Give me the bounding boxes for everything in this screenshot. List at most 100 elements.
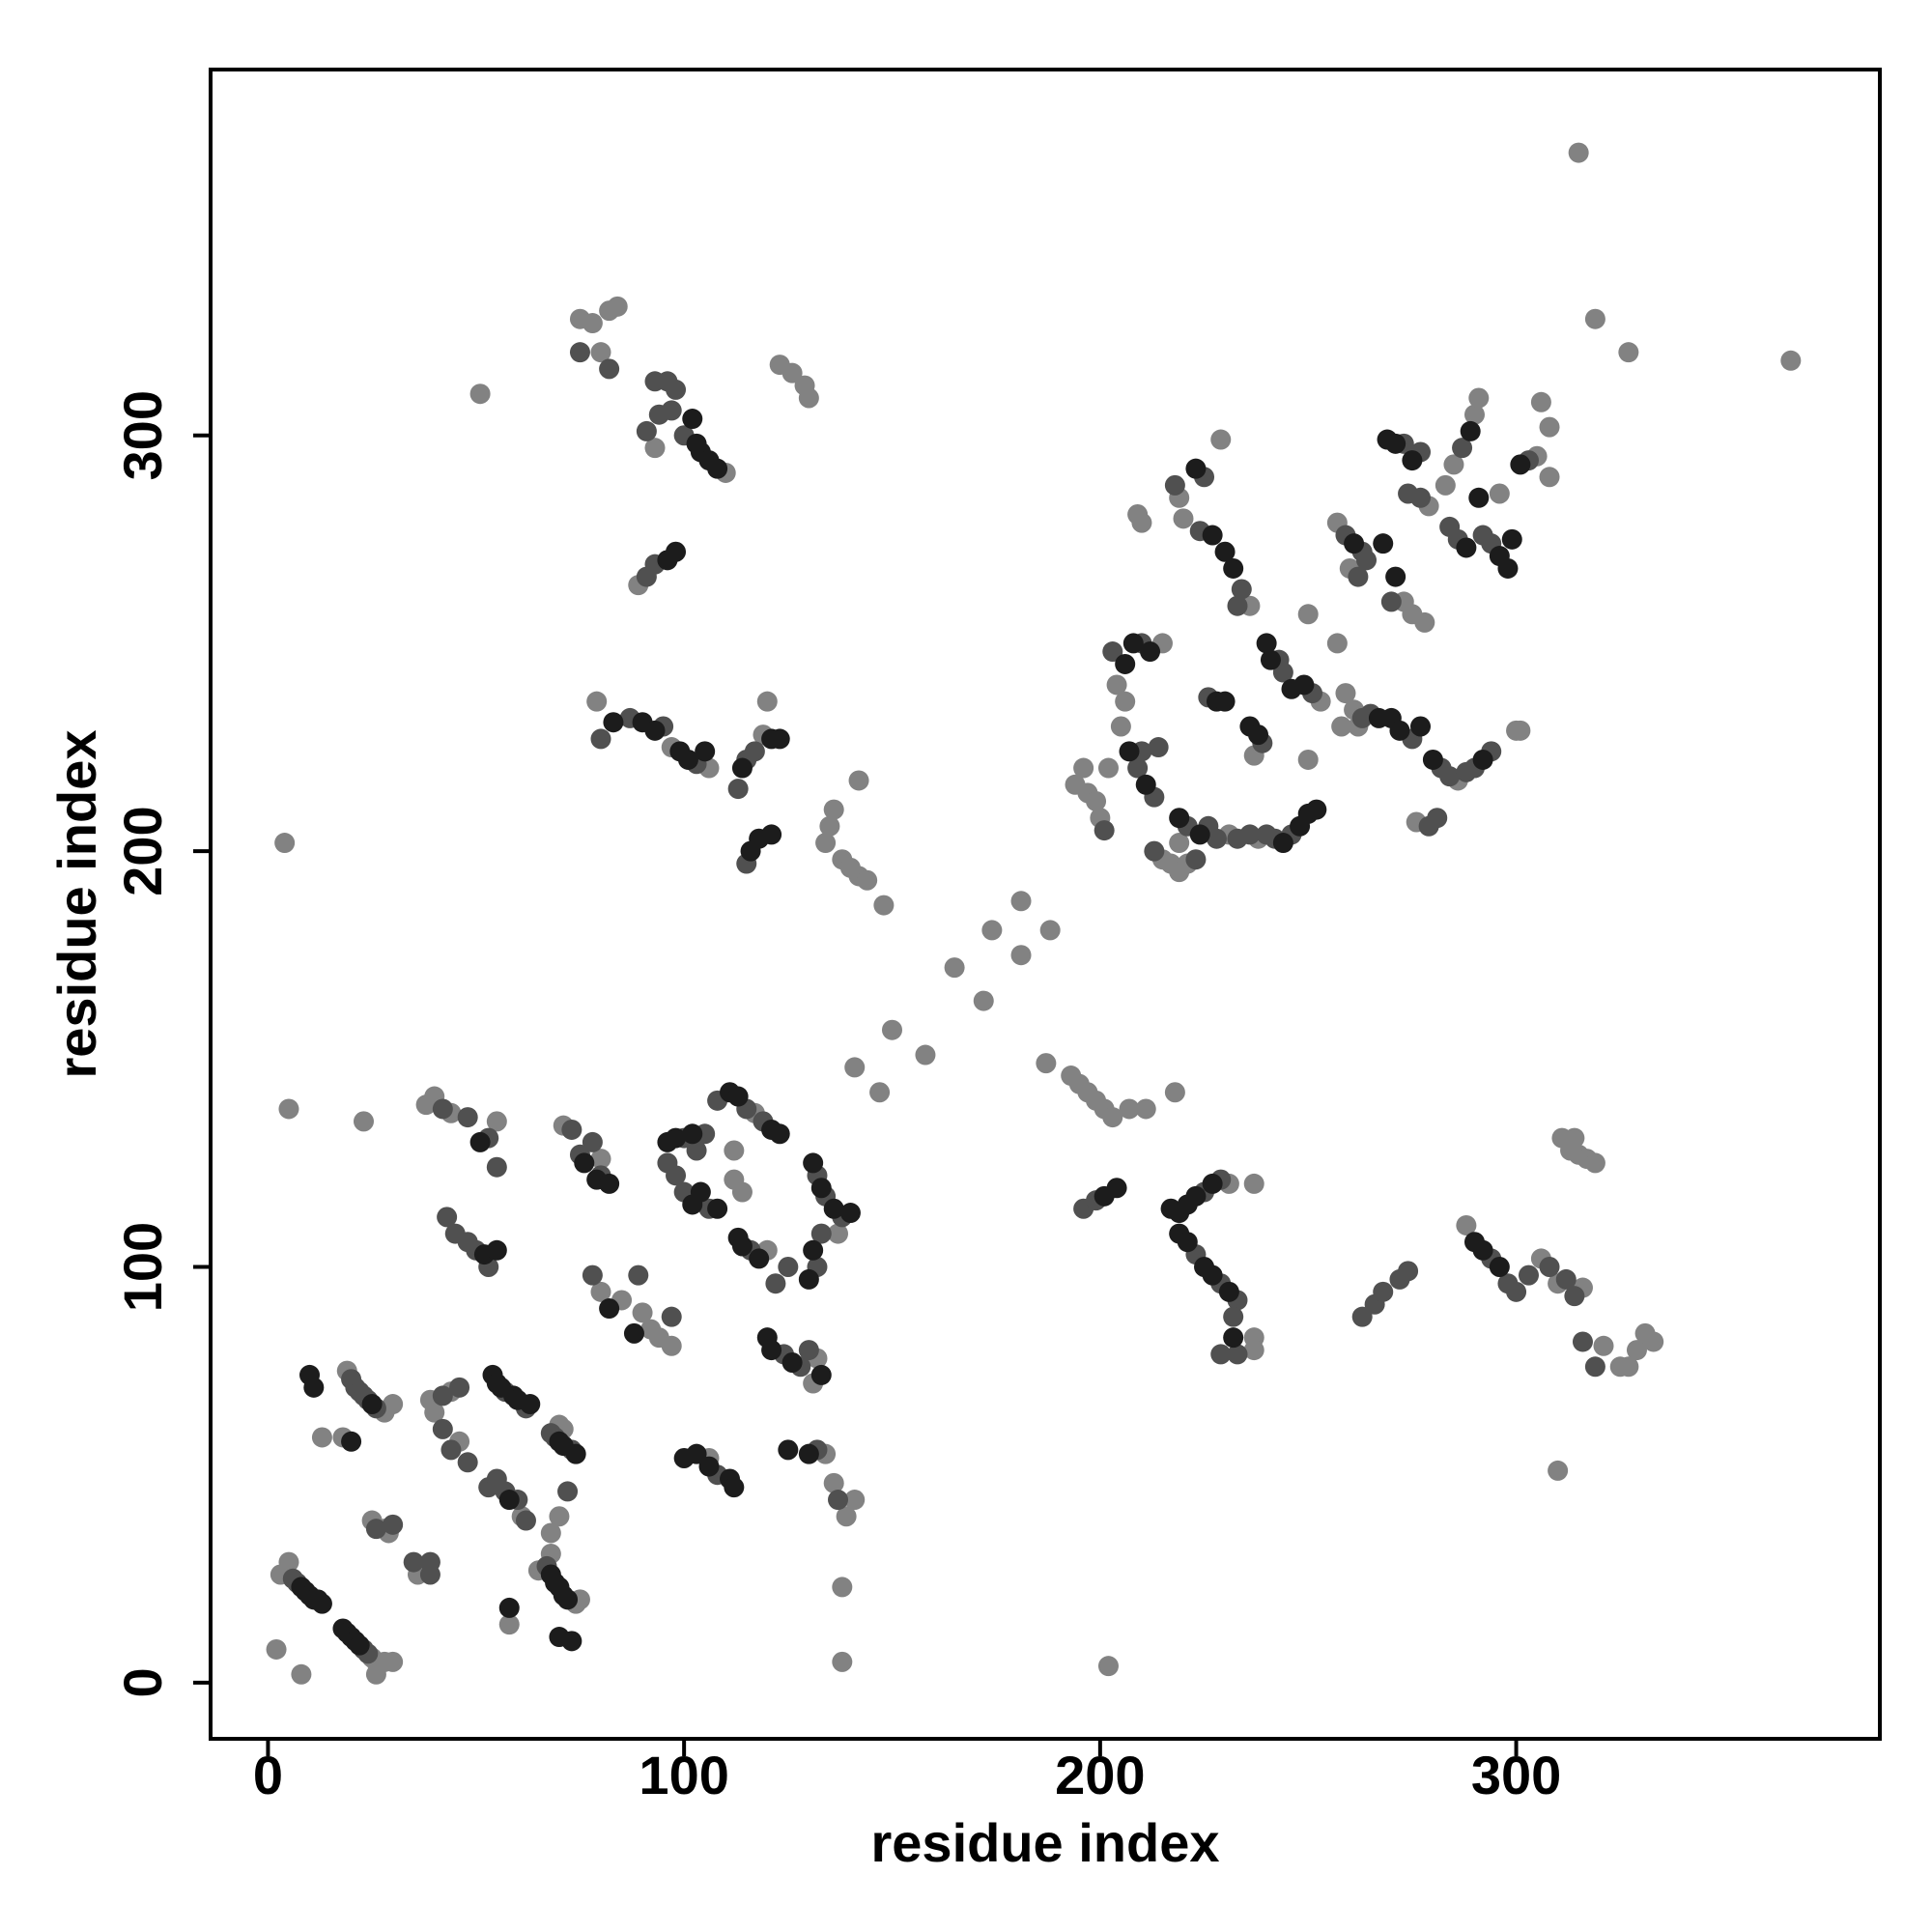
point [1210,1344,1232,1365]
point [810,1364,832,1385]
point [586,691,608,712]
point [682,1123,703,1145]
point [823,1198,844,1219]
point [636,420,657,441]
point [1489,483,1510,504]
point [1119,1098,1140,1120]
point [1243,1173,1264,1194]
point [1489,1257,1510,1278]
point [881,1019,902,1040]
point [383,1651,404,1672]
point [1185,1185,1207,1207]
point [798,1443,819,1464]
point [1260,649,1281,670]
point [1548,1460,1569,1481]
point [769,728,790,750]
point [1272,833,1293,854]
point [1122,633,1144,654]
point [1422,749,1443,770]
point [303,1377,325,1398]
point [457,1452,478,1473]
point [686,1443,707,1464]
point [1468,387,1490,409]
point [690,1181,711,1203]
point [839,1203,861,1224]
point [1239,824,1261,845]
point [803,1152,824,1174]
point [590,342,611,363]
point [520,1394,541,1415]
point [1456,537,1477,558]
point [661,400,682,421]
point [1094,820,1115,841]
point [828,1223,849,1244]
point [686,1140,707,1161]
point [677,749,698,770]
point [291,1663,312,1685]
point [599,1173,620,1194]
plot-frame [209,68,1882,1741]
point [724,1169,745,1190]
point [1398,1261,1419,1282]
point [1510,720,1531,741]
point [437,1207,458,1228]
point [731,757,753,779]
point [1110,716,1131,737]
point [469,1131,491,1152]
point [549,1506,570,1527]
point [832,1651,853,1672]
point [832,1577,853,1598]
point [1593,1335,1614,1356]
point [1385,566,1406,587]
point [698,1456,720,1477]
point [486,1239,507,1261]
point [844,1057,866,1078]
point [383,1394,404,1415]
plot-area [266,142,1802,1685]
point [1402,450,1423,471]
point [1115,691,1136,712]
point [869,1082,891,1103]
point [1373,533,1394,554]
point [1223,1306,1244,1327]
point [1106,674,1127,696]
point [486,1156,507,1178]
point [419,1564,440,1585]
point [1326,633,1348,654]
point [1148,737,1169,758]
point [666,541,687,562]
point [1409,716,1431,737]
point [1010,891,1032,912]
point [599,1298,620,1320]
point [724,1477,745,1498]
point [1439,766,1461,787]
point [1272,662,1293,683]
point [803,1239,824,1261]
point [561,1631,582,1652]
x-tick-label: 100 [639,1745,728,1805]
point [1564,1127,1585,1149]
point [1427,808,1448,829]
point [1584,1356,1605,1378]
point [582,1264,603,1286]
point [695,741,716,762]
point [778,1257,799,1278]
point [1119,741,1140,762]
point [1185,849,1207,870]
point [628,1264,649,1286]
point [1140,641,1161,663]
point [1335,683,1356,704]
point [1036,1053,1057,1074]
point [1443,454,1464,475]
point [486,1111,507,1132]
point [973,990,994,1011]
point [1456,1214,1477,1236]
point [1177,1232,1198,1253]
point [873,895,895,916]
point [590,1149,611,1170]
point [582,1131,603,1152]
point [1618,1356,1639,1378]
point [778,1439,799,1461]
point [632,1302,653,1323]
